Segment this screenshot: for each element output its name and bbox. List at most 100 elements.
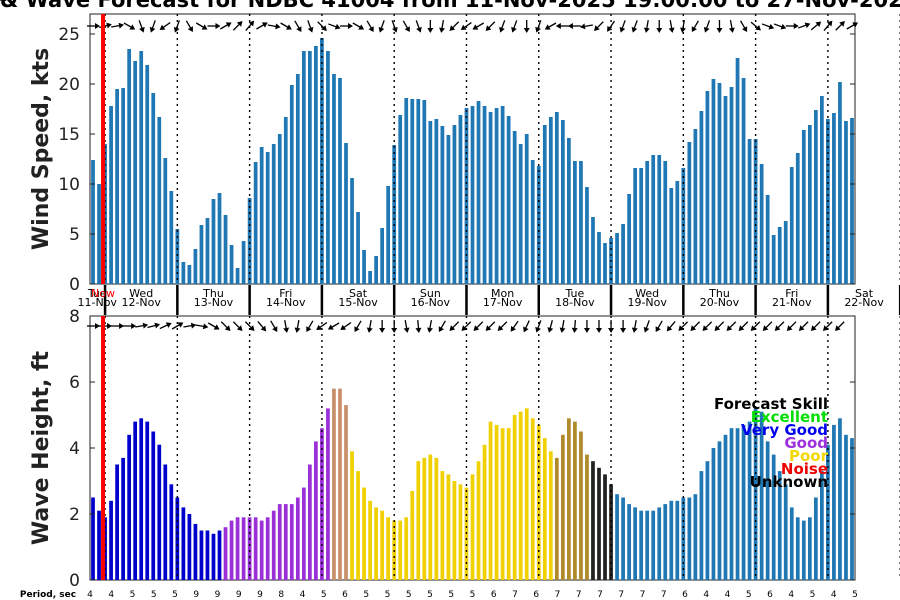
arrow-head [571,327,578,333]
arrow-head [460,24,467,31]
wind-speed-bar [398,115,403,284]
arrow-head [547,327,554,333]
arrow-head [366,327,373,333]
period-value: 7 [512,590,518,600]
arrow-head [815,21,822,28]
wind-speed-bar [295,74,300,284]
direction-arrow [656,20,663,33]
direction-arrow [327,322,340,330]
direction-arrow [123,323,137,329]
arrow-head [485,325,492,331]
direction-arrow [499,20,506,33]
arrow-head [296,26,302,33]
period-value: 4 [788,590,794,600]
date-label: 20-Nov [700,296,740,309]
direction-arrow [473,321,484,331]
arrow-head [497,325,504,331]
arrow-head [523,326,529,333]
wave-height-bar [229,520,234,580]
wave-height-bar [777,471,782,580]
page-title: & Wave Forecast for NDBC 41004 from 11-N… [0,0,900,12]
wave-height-bar [585,454,589,580]
arrow-head [583,328,590,333]
direction-arrow [544,22,557,30]
arrow-head [594,25,600,31]
date-label: 18-Nov [555,296,595,309]
wave-height-bar [783,484,788,580]
wave-height-bar [259,520,264,580]
direction-arrow [761,23,775,30]
wave-height-bar [91,497,95,580]
arrow-head [149,26,156,33]
wind-speed-bar [410,99,415,284]
direction-arrow [485,321,496,331]
arrow-head [555,23,561,29]
arrow-head [567,23,573,29]
wave-height-bar [753,408,758,580]
direction-arrow [535,320,542,333]
arrow-head [523,28,530,33]
wind-speed-bar [494,108,499,284]
arrow-head [187,26,193,33]
wave-height-bar [488,421,493,580]
wind-speed-bar [597,232,601,284]
legend-item: Noise [781,460,828,478]
wind-speed-bar [765,195,770,284]
arrow-head [358,24,365,30]
wave-height-bar [133,421,138,580]
direction-arrow [786,321,797,331]
day-name-label: Sat [855,287,874,300]
arrow-head [131,323,137,329]
wave-height-bar [283,504,288,580]
arrow-head [260,325,267,332]
direction-arrow [245,20,255,32]
direction-arrow [822,321,833,331]
direction-arrow [608,320,615,333]
wind-speed-bar [789,167,794,284]
period-value: 5 [406,590,412,600]
day-name-label: Sat [349,287,368,300]
wave-height-bar [838,418,842,580]
arrow-head [224,325,231,331]
wind-speed-bar [235,268,240,284]
wave-height-bar [705,461,710,580]
arrow-head [378,26,385,33]
wave-height-bar [217,530,222,580]
wave-height-bar [422,457,427,580]
wave-height-bar [826,444,830,580]
direction-arrow [668,19,675,33]
day-name-label: Sun [420,287,441,300]
arrow-head [691,26,697,33]
wind-speed-bar [265,152,270,284]
arrow-head [810,325,817,331]
wind-speed-bar [446,135,451,284]
wave-height-bar [735,428,740,580]
arrow-head [316,324,322,331]
direction-arrow [666,320,676,332]
wind-speed-bar [705,91,710,284]
wave-height-bar [639,510,644,580]
arrow-head [608,328,615,333]
wind-speed-bar [440,126,445,284]
wind-speed-bar [307,51,312,284]
day-name-label: Mon [491,287,514,300]
period-value: 9 [215,590,221,600]
arrow-head [307,26,314,33]
wind-speed-bar [615,233,619,284]
wind-speed-bar [807,125,812,284]
wave-height-bar [295,497,300,580]
wind-speed-bar [121,88,125,284]
wave-height-bar [434,457,439,580]
now-label: Now [91,287,115,300]
wind-speed-bar [392,145,397,284]
arrow-head [95,23,101,29]
arrow-head [95,323,101,329]
period-value: 5 [448,590,454,600]
direction-arrow [449,21,460,31]
wind-speed-bar [777,227,782,284]
direction-arrow [403,319,410,333]
direction-arrow [555,23,569,29]
wave-height-bar [530,418,535,580]
y-tick-label: 6 [69,373,80,393]
